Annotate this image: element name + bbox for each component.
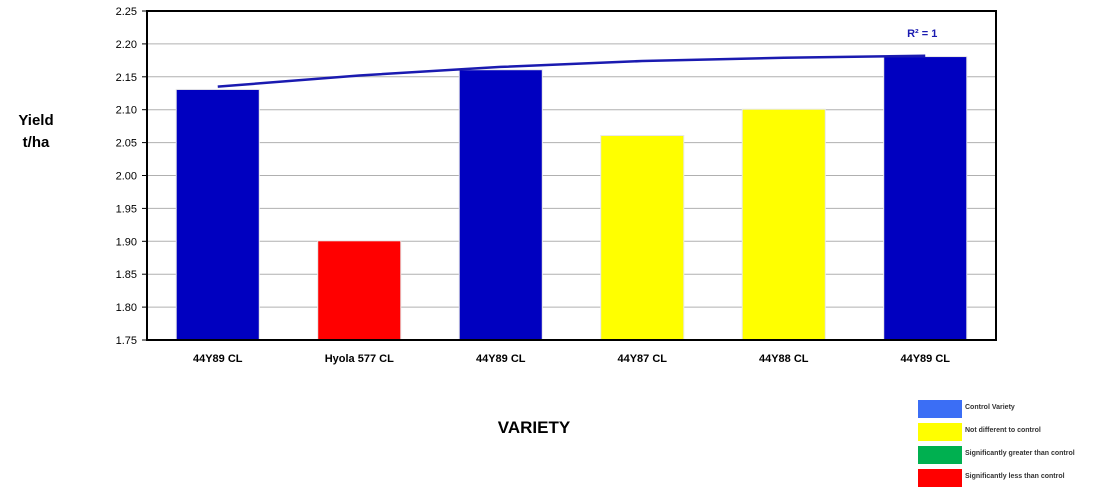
x-tick-label: Hyola 577 CL bbox=[325, 353, 394, 365]
legend: Control Variety Not different to control… bbox=[918, 400, 1108, 492]
bar bbox=[884, 57, 967, 341]
legend-label: Control Variety bbox=[965, 404, 1015, 411]
y-tick-label: 1.75 bbox=[116, 335, 137, 347]
bar bbox=[318, 241, 401, 340]
x-axis-label: VARIETY bbox=[497, 418, 571, 437]
x-tick-label: 44Y89 CL bbox=[476, 353, 526, 365]
y-tick-label: 1.80 bbox=[116, 302, 137, 314]
legend-swatch bbox=[918, 400, 962, 418]
r-squared-label: R² = 1 bbox=[907, 28, 937, 40]
y-tick-label: 2.25 bbox=[116, 6, 137, 18]
y-tick-labels: 1.75 1.80 1.85 1.90 1.95 2.00 2.05 2.10 2.15 2.20… bbox=[116, 6, 137, 347]
y-axis-label: Yield t/ha bbox=[6, 110, 66, 154]
gridlines bbox=[142, 10, 996, 341]
x-tick-labels: 44Y89 CL Hyola 577 CL 44Y89 CL 44Y87 CL 44Y8… bbox=[193, 353, 950, 365]
legend-label: Significantly less than control bbox=[965, 473, 1065, 480]
plot-frame bbox=[146, 10, 997, 341]
x-tick-label: 44Y89 CL bbox=[193, 353, 243, 365]
y-tick-label: 1.85 bbox=[116, 269, 137, 281]
legend-label: Significantly greater than control bbox=[965, 450, 1075, 457]
y-tick-label: 2.00 bbox=[116, 171, 137, 183]
bars bbox=[175, 56, 968, 341]
y-tick-label: 2.10 bbox=[116, 105, 137, 117]
bar bbox=[601, 136, 684, 340]
y-axis-label-line2: t/ha bbox=[22, 134, 50, 151]
legend-item-not-different: Not different to control bbox=[918, 423, 1108, 441]
y-axis-label-line1: Yield bbox=[18, 112, 54, 129]
legend-swatch bbox=[918, 469, 962, 487]
legend-item-control: Control Variety bbox=[918, 400, 1108, 418]
bar bbox=[742, 109, 825, 340]
legend-item-less: Significantly less than control bbox=[918, 469, 1108, 487]
x-tick-label: 44Y89 CL bbox=[900, 353, 950, 365]
y-tick-label: 2.20 bbox=[116, 39, 137, 51]
x-tick-label: 44Y88 CL bbox=[759, 353, 809, 365]
x-tick-label: 44Y87 CL bbox=[617, 353, 667, 365]
chart: R² = 1 1.75 1.80 1.85 1.90 1.95 2.00 2.05 2.10 2… bbox=[116, 6, 997, 365]
legend-item-greater: Significantly greater than control bbox=[918, 446, 1108, 464]
legend-swatch bbox=[918, 446, 962, 464]
y-tick-label: 2.05 bbox=[116, 138, 137, 150]
y-tick-label: 1.90 bbox=[116, 236, 137, 248]
y-tick-label: 1.95 bbox=[116, 203, 137, 215]
bar bbox=[176, 89, 259, 341]
legend-label: Not different to control bbox=[965, 427, 1041, 434]
y-tick-label: 2.15 bbox=[116, 72, 137, 84]
legend-swatch bbox=[918, 423, 962, 441]
bar bbox=[459, 70, 542, 340]
trendline-group: R² = 1 bbox=[217, 28, 937, 88]
trendline bbox=[217, 54, 926, 88]
